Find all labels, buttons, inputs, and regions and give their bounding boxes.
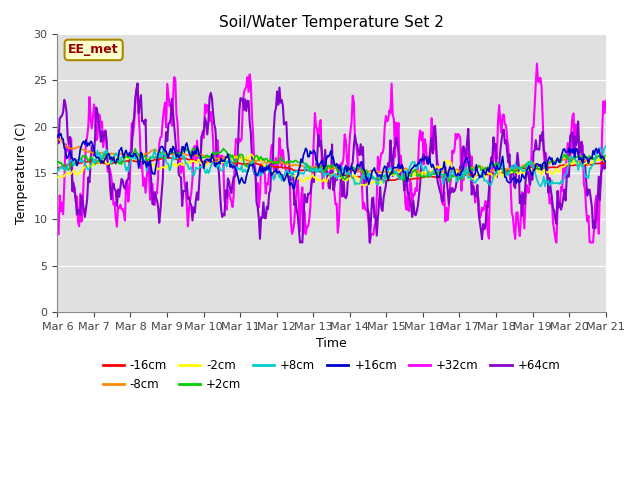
+2cm [225, 152, 233, 157]
+2cm [54, 159, 61, 165]
+32cm [224, 188, 232, 193]
-8cm [54, 136, 61, 142]
Text: EE_met: EE_met [68, 43, 119, 57]
+64cm [389, 173, 397, 179]
+2cm [286, 158, 294, 164]
Legend: -16cm, -8cm, -2cm, +2cm, +8cm, +16cm, +32cm, +64cm: -16cm, -8cm, -2cm, +2cm, +8cm, +16cm, +3… [98, 354, 565, 396]
-8cm [458, 168, 465, 174]
+8cm [285, 171, 292, 177]
Title: Soil/Water Temperature Set 2: Soil/Water Temperature Set 2 [219, 15, 444, 30]
-8cm [224, 154, 232, 160]
+8cm [54, 167, 61, 173]
-2cm [389, 171, 397, 177]
Line: -2cm: -2cm [58, 154, 605, 186]
+16cm [602, 159, 609, 165]
+2cm [459, 176, 467, 182]
X-axis label: Time: Time [316, 337, 347, 350]
+32cm [456, 135, 464, 141]
+32cm [602, 98, 609, 104]
+32cm [533, 60, 541, 66]
+16cm [225, 156, 233, 162]
+32cm [360, 200, 368, 206]
-16cm [554, 164, 561, 170]
-16cm [163, 155, 170, 161]
+64cm [459, 144, 467, 150]
+64cm [54, 127, 61, 133]
+64cm [363, 173, 371, 179]
+2cm [445, 179, 452, 185]
+8cm [456, 174, 464, 180]
Line: +32cm: +32cm [58, 63, 605, 242]
Line: +16cm: +16cm [58, 134, 605, 189]
-16cm [389, 177, 397, 183]
-16cm [225, 159, 233, 165]
-2cm [360, 183, 368, 189]
Line: +8cm: +8cm [58, 146, 605, 186]
+32cm [552, 240, 560, 245]
-2cm [554, 168, 561, 174]
+8cm [224, 158, 232, 164]
+32cm [387, 110, 394, 116]
-2cm [459, 172, 467, 178]
+64cm [134, 81, 141, 86]
-8cm [360, 169, 368, 175]
+64cm [602, 161, 609, 167]
-8cm [387, 171, 394, 177]
+2cm [180, 145, 188, 151]
-16cm [362, 174, 369, 180]
+2cm [362, 169, 369, 175]
+16cm [54, 134, 61, 140]
+32cm [554, 207, 561, 213]
+32cm [54, 229, 61, 235]
Line: +64cm: +64cm [58, 84, 605, 242]
+8cm [360, 176, 368, 181]
-16cm [286, 165, 294, 171]
+16cm [459, 168, 467, 174]
-2cm [54, 174, 61, 180]
+8cm [387, 165, 394, 170]
-16cm [381, 178, 388, 183]
-2cm [602, 156, 609, 162]
+16cm [286, 182, 294, 188]
+64cm [554, 188, 561, 194]
-2cm [363, 182, 371, 188]
-8cm [421, 171, 429, 177]
-16cm [54, 165, 61, 171]
+2cm [554, 156, 561, 161]
+32cm [285, 174, 292, 180]
Y-axis label: Temperature (C): Temperature (C) [15, 122, 28, 224]
-2cm [224, 155, 232, 161]
-8cm [285, 162, 292, 168]
+2cm [388, 171, 396, 177]
+16cm [289, 186, 297, 192]
+8cm [602, 144, 609, 149]
+16cm [57, 131, 65, 137]
+8cm [541, 183, 549, 189]
+64cm [286, 170, 294, 176]
+8cm [552, 180, 560, 186]
-16cm [602, 160, 609, 166]
+16cm [363, 176, 371, 182]
-8cm [552, 157, 560, 163]
-16cm [459, 172, 467, 178]
Line: -16cm: -16cm [58, 158, 605, 180]
Line: +2cm: +2cm [58, 148, 605, 182]
+16cm [554, 156, 561, 161]
-2cm [286, 172, 294, 178]
-8cm [602, 156, 609, 161]
Line: -8cm: -8cm [58, 139, 605, 174]
+16cm [389, 167, 397, 172]
+2cm [602, 153, 609, 158]
+64cm [225, 179, 233, 184]
-2cm [247, 151, 255, 157]
+64cm [296, 240, 304, 245]
